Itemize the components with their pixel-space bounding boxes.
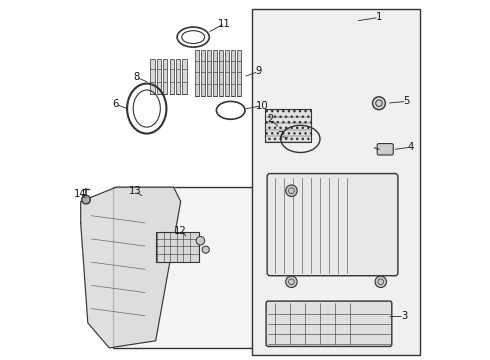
Text: 13: 13: [129, 186, 141, 197]
Bar: [201, 50, 205, 96]
Bar: [163, 59, 168, 94]
Bar: [207, 50, 211, 96]
Text: 8: 8: [133, 72, 140, 82]
Bar: [170, 59, 174, 94]
Text: 1: 1: [376, 13, 382, 22]
Circle shape: [375, 276, 387, 288]
Text: 11: 11: [218, 18, 231, 28]
Bar: [265, 109, 311, 143]
Text: 6: 6: [113, 99, 119, 109]
Circle shape: [82, 195, 90, 204]
Text: 4: 4: [408, 142, 414, 152]
Bar: [150, 59, 155, 94]
Circle shape: [286, 185, 297, 197]
Bar: [231, 50, 235, 96]
Bar: [238, 50, 242, 96]
Bar: [213, 50, 217, 96]
Text: 3: 3: [401, 311, 407, 321]
Bar: [157, 59, 161, 94]
Text: 9: 9: [255, 66, 262, 76]
Bar: [156, 232, 198, 262]
Text: 7: 7: [277, 131, 283, 141]
Polygon shape: [81, 187, 181, 348]
Bar: [113, 187, 281, 348]
FancyBboxPatch shape: [377, 144, 393, 155]
Bar: [176, 59, 180, 94]
Circle shape: [202, 246, 209, 253]
Bar: [220, 50, 223, 96]
Text: 2: 2: [268, 114, 274, 124]
Bar: [252, 9, 420, 355]
Bar: [182, 59, 187, 94]
Text: 12: 12: [174, 226, 187, 236]
Bar: [195, 50, 199, 96]
Circle shape: [372, 97, 386, 110]
FancyBboxPatch shape: [267, 174, 398, 276]
Text: 5: 5: [403, 96, 410, 107]
Circle shape: [286, 276, 297, 288]
Text: 10: 10: [255, 101, 268, 111]
Text: 14: 14: [74, 189, 86, 199]
FancyBboxPatch shape: [266, 301, 392, 346]
Circle shape: [196, 237, 205, 245]
Bar: [225, 50, 229, 96]
